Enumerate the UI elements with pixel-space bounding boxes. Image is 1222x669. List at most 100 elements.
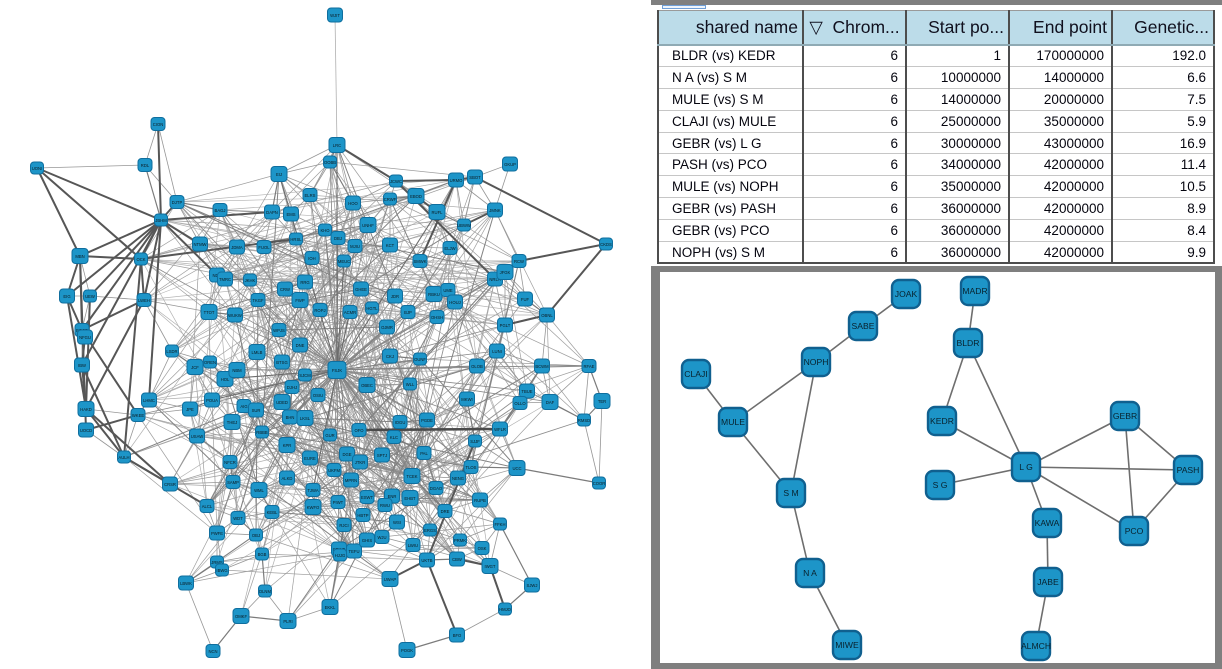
svg-text:OBJ: OBJ bbox=[252, 533, 260, 538]
svg-text:WPJS: WPJS bbox=[273, 328, 285, 333]
svg-text:CION: CION bbox=[153, 122, 163, 127]
svg-text:S G: S G bbox=[933, 480, 948, 490]
svg-text:IOH: IOH bbox=[308, 256, 315, 261]
svg-text:USAW: USAW bbox=[191, 434, 203, 439]
svg-text:UDED: UDED bbox=[276, 400, 288, 405]
svg-text:COOR: COOR bbox=[593, 481, 606, 486]
svg-text:JCWC: JCWC bbox=[390, 179, 402, 184]
svg-text:BJP: BJP bbox=[404, 310, 412, 315]
svg-text:TLOS: TLOS bbox=[466, 465, 477, 470]
svg-text:NDH: NDH bbox=[212, 273, 221, 278]
svg-text:EBOD: EBOD bbox=[410, 194, 422, 199]
svg-text:DBJ: DBJ bbox=[334, 236, 342, 241]
svg-text:UNHF: UNHF bbox=[362, 223, 374, 228]
svg-text:ALMCH: ALMCH bbox=[1021, 641, 1051, 651]
svg-text:MEUC: MEUC bbox=[338, 259, 350, 264]
svg-text:RWU: RWU bbox=[380, 503, 390, 508]
svg-text:NTMW: NTMW bbox=[193, 242, 206, 247]
svg-text:GHIS: GHIS bbox=[362, 538, 372, 543]
svg-text:JBHM: JBHM bbox=[155, 218, 167, 223]
svg-text:DJTP: DJTP bbox=[172, 200, 183, 205]
svg-text:ERGS: ERGS bbox=[424, 528, 436, 533]
svg-text:BFO: BFO bbox=[453, 633, 462, 638]
svg-text:JKHK: JKHK bbox=[245, 278, 256, 283]
svg-text:NRLA: NRLA bbox=[489, 277, 500, 282]
svg-text:BCWM: BCWM bbox=[535, 364, 549, 369]
svg-text:MULE: MULE bbox=[721, 417, 745, 427]
svg-text:IBWG: IBWG bbox=[216, 568, 227, 573]
svg-text:MADR: MADR bbox=[962, 286, 987, 296]
svg-text:UEW: UEW bbox=[85, 294, 95, 299]
svg-text:NFCR: NFCR bbox=[224, 460, 236, 465]
svg-text:GKUP: GKUP bbox=[504, 162, 516, 167]
svg-text:FWP: FWP bbox=[295, 298, 305, 303]
svg-text:OUNF: OUNF bbox=[414, 357, 426, 362]
svg-text:IWGT: IWGT bbox=[485, 564, 496, 569]
svg-text:CRSR: CRSR bbox=[164, 482, 176, 487]
svg-text:PRMK: PRMK bbox=[454, 538, 466, 543]
svg-text:WLL: WLL bbox=[406, 382, 415, 387]
svg-text:UKTB: UKTB bbox=[421, 558, 432, 563]
svg-text:KAWA: KAWA bbox=[1035, 518, 1060, 528]
svg-text:ELJW: ELJW bbox=[444, 246, 455, 251]
svg-text:AIG: AIG bbox=[240, 404, 247, 409]
svg-text:WFLR: WFLR bbox=[494, 427, 506, 432]
svg-text:AULH: AULH bbox=[118, 455, 129, 460]
svg-text:BHN: BHN bbox=[286, 415, 295, 420]
svg-text:RMSD: RMSD bbox=[578, 418, 590, 423]
svg-text:TEFU: TEFU bbox=[349, 549, 360, 554]
svg-text:CRW: CRW bbox=[280, 287, 290, 292]
svg-text:OBEC: OBEC bbox=[361, 383, 373, 388]
svg-text:PIWT: PIWT bbox=[333, 500, 344, 505]
svg-text:DLNM: DLNM bbox=[259, 589, 271, 594]
svg-text:OLOB: OLOB bbox=[471, 364, 483, 369]
svg-text:UOCD: UOCD bbox=[80, 428, 92, 433]
svg-text:HJJG: HJJG bbox=[335, 553, 345, 558]
svg-text:JFGK: JFGK bbox=[500, 270, 511, 275]
svg-text:PLRI: PLRI bbox=[283, 619, 292, 624]
svg-text:OBNL: OBNL bbox=[541, 313, 553, 318]
svg-text:DGE: DGE bbox=[342, 452, 351, 457]
svg-text:ROPJ: ROPJ bbox=[314, 308, 325, 313]
svg-text:SABE: SABE bbox=[852, 321, 875, 331]
svg-text:L G: L G bbox=[1019, 462, 1033, 472]
svg-text:LRC: LRC bbox=[333, 143, 341, 148]
svg-text:TER: TER bbox=[598, 399, 606, 404]
svg-text:ENR: ENR bbox=[388, 494, 397, 499]
svg-text:KWFO: KWFO bbox=[307, 505, 320, 510]
svg-text:POUA: POUA bbox=[206, 398, 218, 403]
svg-text:ELRS: ELRS bbox=[305, 193, 316, 198]
svg-text:JABE: JABE bbox=[1037, 577, 1059, 587]
svg-text:LSDR: LSDR bbox=[166, 349, 177, 354]
svg-text:JDMA: JDMA bbox=[231, 245, 243, 250]
svg-text:ALCL: ALCL bbox=[202, 504, 213, 509]
svg-text:FFKH: FFKH bbox=[495, 522, 506, 527]
svg-text:IOGU: IOGU bbox=[395, 420, 406, 425]
svg-text:HMJO: HMJO bbox=[499, 607, 512, 612]
svg-text:WJIT: WJIT bbox=[330, 13, 340, 18]
svg-text:LBWK: LBWK bbox=[180, 581, 192, 586]
svg-text:WJU: WJU bbox=[377, 535, 386, 540]
svg-text:OJMR: OJMR bbox=[381, 325, 393, 330]
svg-text:LUNI: LUNI bbox=[492, 349, 502, 354]
svg-text:LHMC: LHMC bbox=[143, 398, 155, 403]
svg-text:HRSL: HRSL bbox=[290, 237, 302, 242]
svg-text:MKWI: MKWI bbox=[461, 397, 472, 402]
svg-text:MBN: MBN bbox=[75, 254, 84, 259]
svg-text:NOPH: NOPH bbox=[804, 357, 829, 367]
svg-text:UKFM: UKFM bbox=[328, 468, 340, 473]
svg-text:PASH: PASH bbox=[1177, 465, 1200, 475]
svg-text:LKSL: LKSL bbox=[300, 416, 311, 421]
svg-text:TCEK: TCEK bbox=[406, 474, 417, 479]
svg-text:RRG: RRG bbox=[300, 280, 309, 285]
svg-text:BTSG: BTSG bbox=[276, 360, 287, 365]
svg-text:OOBB: OOBB bbox=[324, 160, 336, 165]
svg-text:BAGJ: BAGJ bbox=[215, 208, 226, 213]
svg-text:CBW: CBW bbox=[452, 557, 462, 562]
svg-text:PWFE: PWFE bbox=[211, 531, 223, 536]
svg-text:GUR: GUR bbox=[325, 433, 334, 438]
svg-text:HOO: HOO bbox=[348, 201, 358, 206]
svg-text:PAL: PAL bbox=[420, 451, 428, 456]
svg-text:LMLB: LMLB bbox=[252, 350, 263, 355]
svg-text:RUFL: RUFL bbox=[432, 210, 444, 215]
